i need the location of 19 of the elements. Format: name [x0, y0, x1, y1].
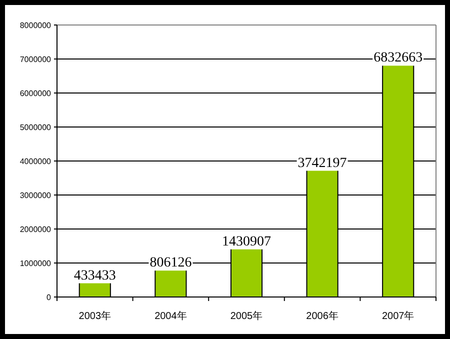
x-tick-label: 2004年 [154, 310, 187, 322]
y-tick-label: 7000000 [20, 55, 52, 64]
data-label: 433433 [74, 268, 116, 284]
x-tick-label: 2007年 [382, 310, 414, 322]
y-tick-label: 6000000 [20, 89, 52, 98]
y-tick-label: 2000000 [20, 225, 52, 234]
y-tick-label: 5000000 [20, 123, 52, 132]
data-label: 6832663 [374, 50, 423, 66]
x-tick-label: 2005年 [230, 310, 263, 322]
data-label: 1430907 [222, 234, 271, 250]
x-tick-label: 2006年 [306, 310, 338, 322]
y-tick-label: 4000000 [20, 157, 52, 166]
y-tick-label: 8000000 [20, 21, 52, 30]
data-label: 3742197 [298, 156, 347, 171]
x-tick-label: 2003年 [78, 310, 112, 322]
y-tick-label: 1000000 [20, 259, 52, 268]
y-tick-label: 3000000 [20, 191, 52, 200]
y-tick-label: 0 [46, 293, 52, 302]
data-label: 806126 [150, 256, 192, 271]
